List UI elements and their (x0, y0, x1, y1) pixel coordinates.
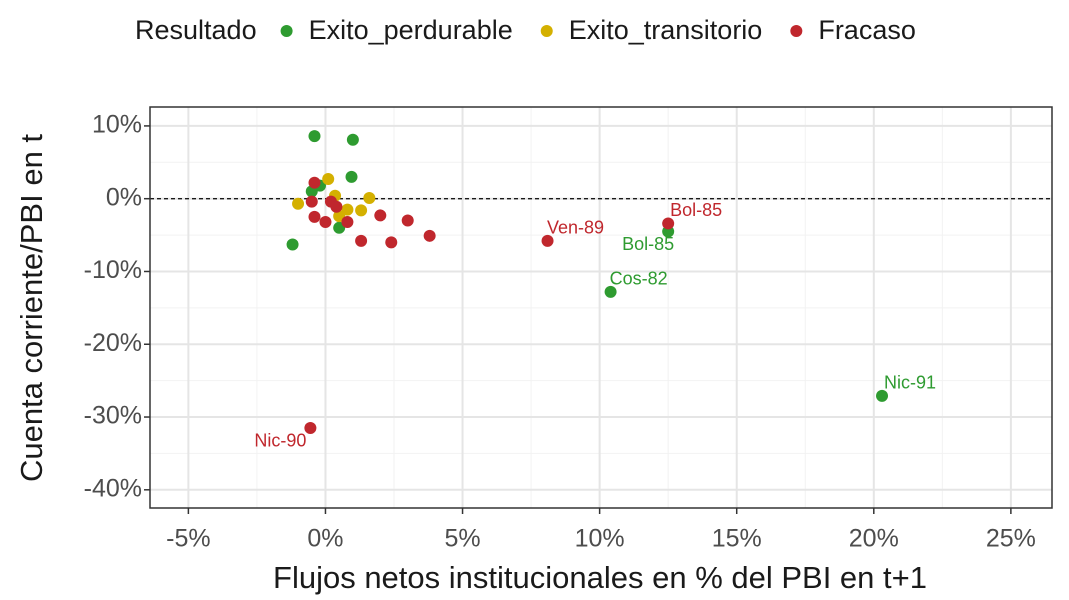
point (308, 130, 321, 143)
y-tick-label: -40% (84, 474, 142, 502)
point-label: Bol-85 (670, 200, 722, 220)
legend-marker (790, 25, 803, 37)
y-tick-label: 0% (106, 183, 142, 211)
point (385, 236, 398, 249)
point (355, 234, 368, 247)
point (345, 170, 358, 183)
legend-marker (540, 25, 553, 37)
point-label: Ven-89 (547, 218, 604, 238)
point (876, 389, 889, 402)
point (322, 173, 335, 186)
point (355, 204, 368, 217)
x-tick-label: 5% (444, 525, 480, 553)
legend-marker (280, 25, 293, 37)
point (374, 209, 387, 222)
legend-label: Fracaso (818, 15, 916, 45)
point-label: Nic-90 (254, 431, 306, 451)
y-tick-label: -10% (84, 256, 142, 284)
point (423, 229, 436, 242)
point (305, 195, 318, 208)
point (662, 217, 675, 230)
legend-title: Resultado (135, 15, 257, 45)
point-label: Bol-85 (622, 234, 674, 254)
point-label: Cos-82 (610, 269, 668, 289)
point-label: Nic-91 (884, 373, 936, 393)
x-axis-title: Flujos netos institucionales en % del PB… (273, 560, 927, 595)
point (541, 234, 554, 247)
x-tick-label: 25% (986, 525, 1036, 553)
point (286, 238, 299, 251)
x-tick-label: 20% (849, 525, 899, 553)
point (319, 215, 332, 228)
legend-label: Exito_transitorio (569, 15, 763, 45)
point (304, 421, 317, 434)
y-tick-label: -20% (84, 329, 142, 357)
x-tick-label: -5% (166, 525, 210, 553)
point (363, 191, 376, 204)
panel-border (149, 106, 1053, 509)
point (604, 285, 617, 298)
point (292, 197, 305, 210)
y-tick-label: 10% (92, 111, 142, 139)
x-tick-label: 15% (712, 525, 762, 553)
point (308, 176, 321, 189)
point (346, 133, 359, 146)
point (330, 200, 343, 213)
point (308, 210, 321, 223)
x-tick-label: 0% (307, 525, 343, 553)
point (401, 214, 414, 227)
legend-label: Exito_perdurable (309, 15, 513, 45)
point (341, 203, 354, 216)
y-tick-label: -30% (84, 402, 142, 430)
y-axis-title: Cuenta corriente/PBI en t (14, 134, 49, 482)
point (341, 215, 354, 228)
x-tick-label: 10% (575, 525, 625, 553)
